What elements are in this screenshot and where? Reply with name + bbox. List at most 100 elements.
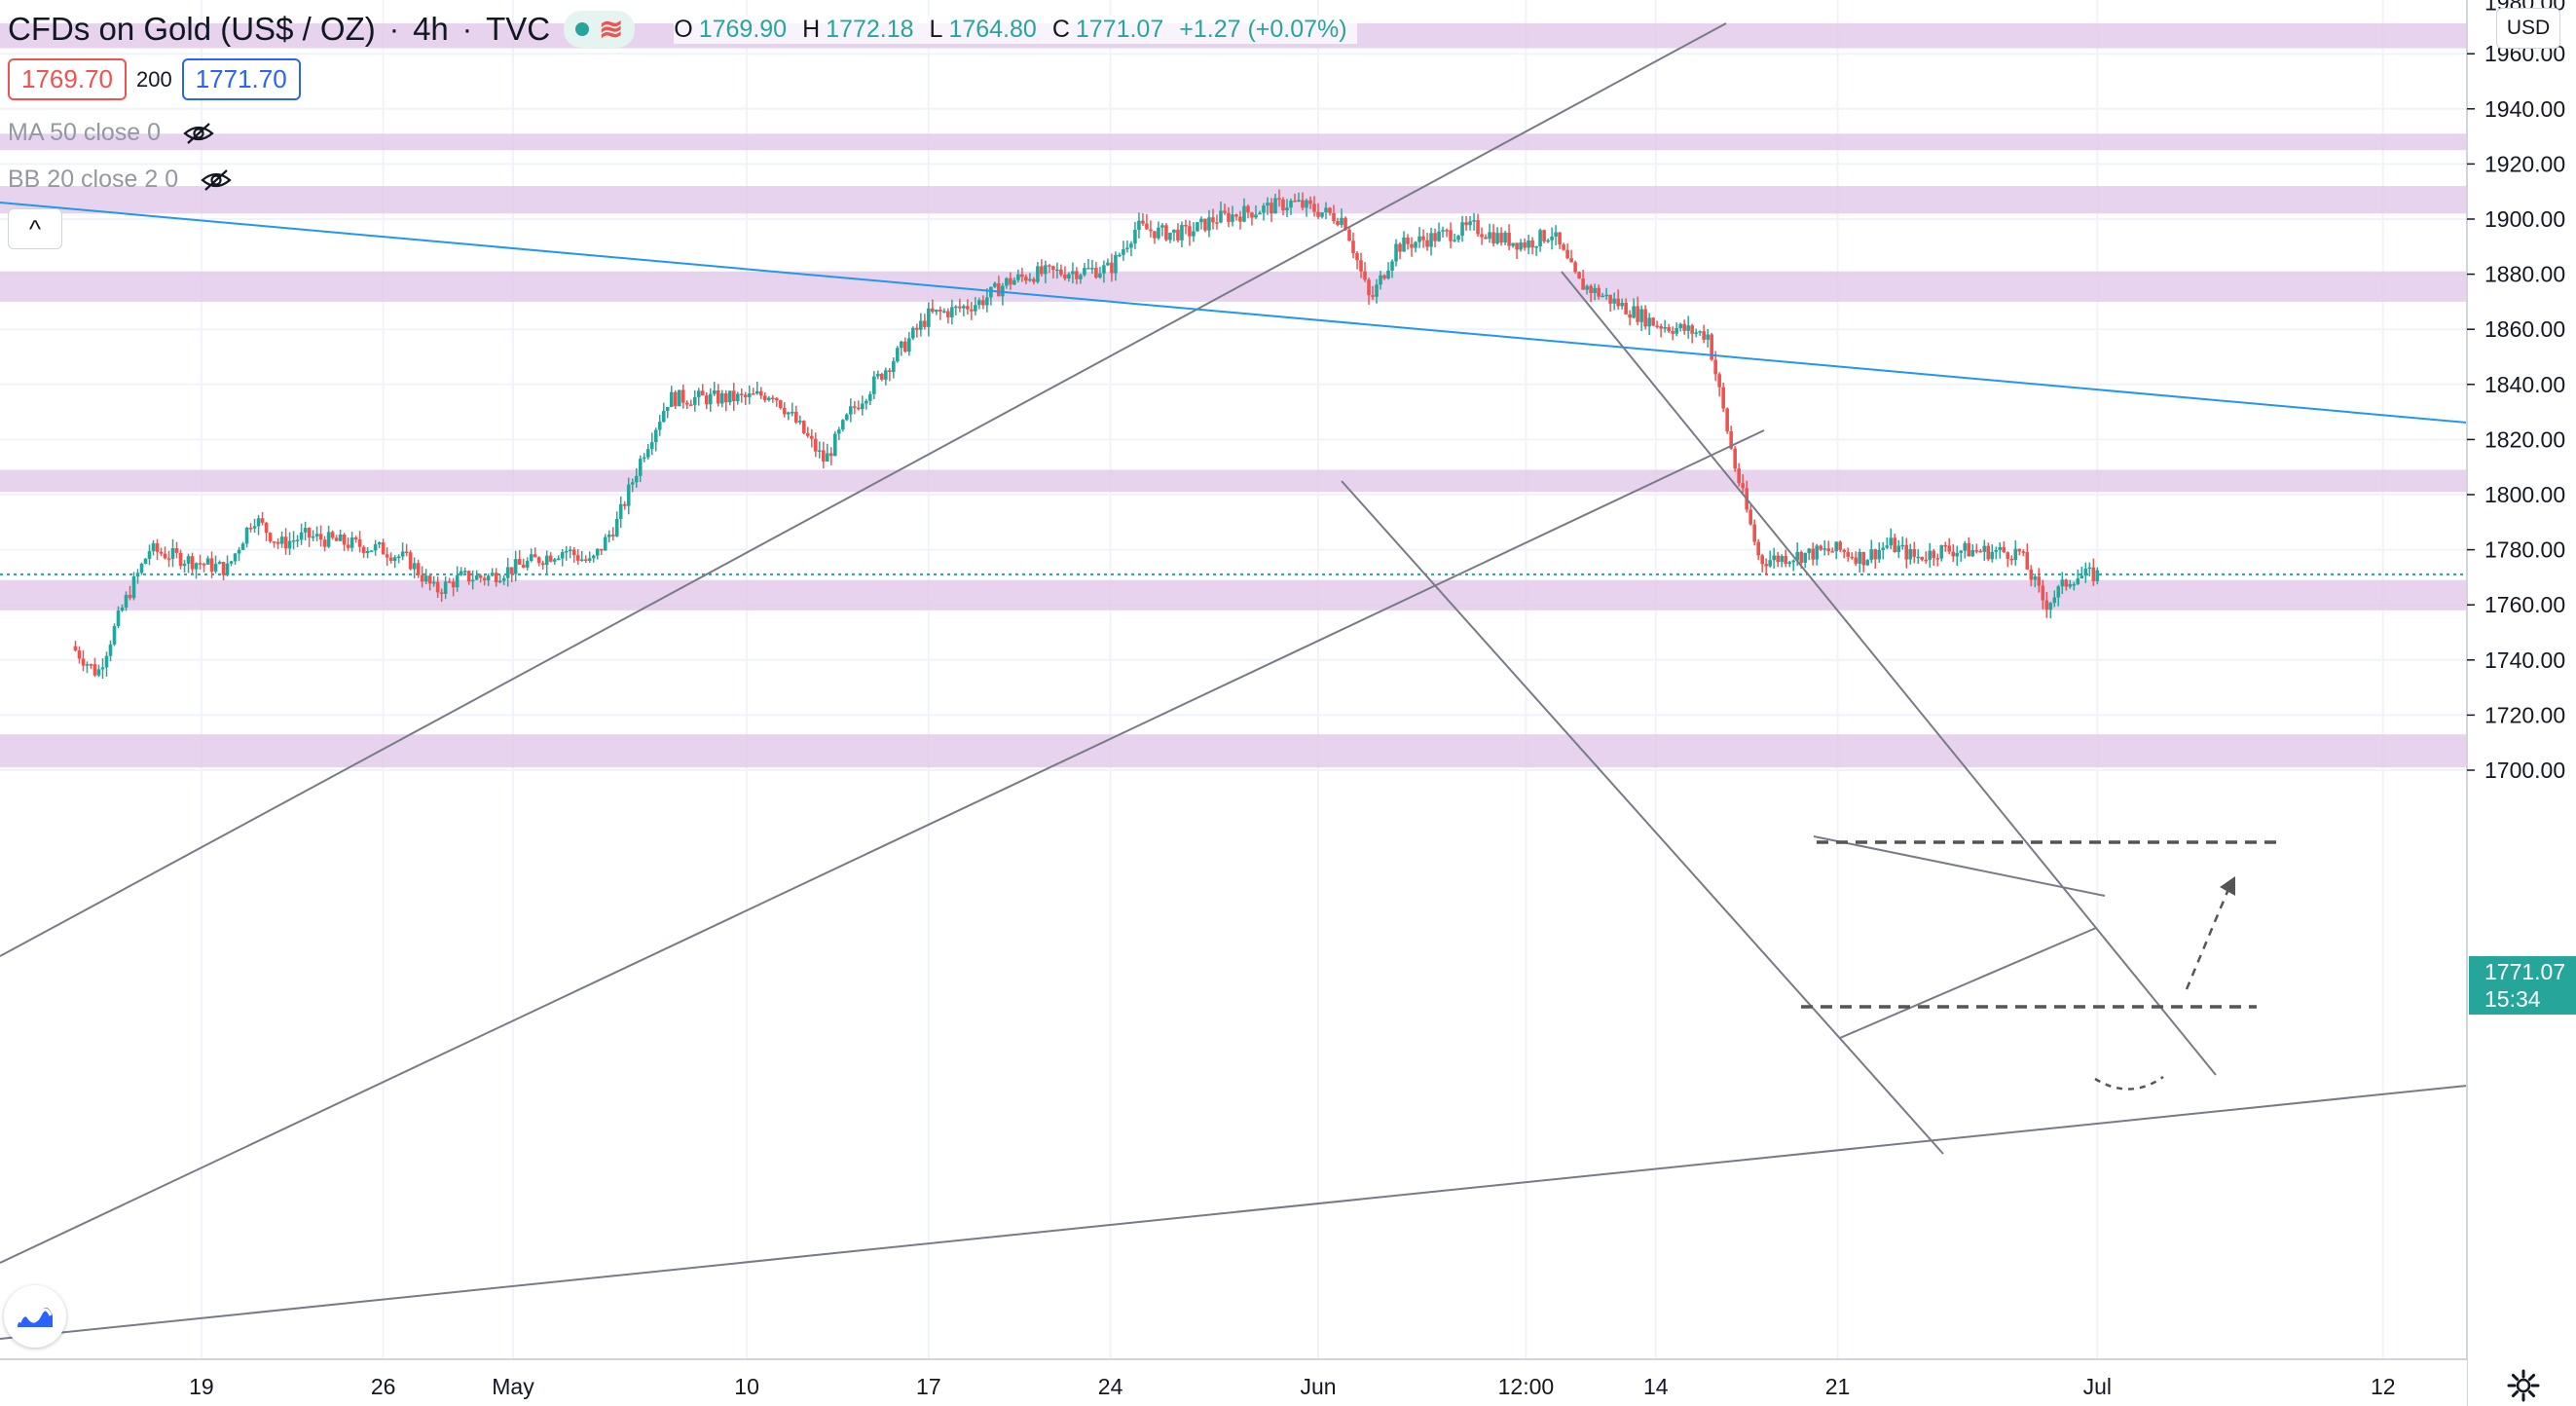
candle[interactable] [1834, 541, 1839, 560]
candle[interactable] [318, 525, 323, 547]
candle[interactable] [1830, 547, 1835, 553]
candle[interactable] [2044, 591, 2049, 618]
candle[interactable] [377, 541, 382, 549]
candle[interactable] [486, 574, 491, 586]
candle[interactable] [1324, 202, 1328, 220]
candle[interactable] [2064, 578, 2069, 591]
candle[interactable] [638, 455, 643, 483]
candle[interactable] [1511, 242, 1515, 248]
candle[interactable] [217, 560, 222, 565]
candle[interactable] [462, 567, 467, 574]
candle[interactable] [198, 554, 202, 570]
candle[interactable] [1495, 227, 1499, 245]
candle[interactable] [92, 657, 97, 678]
candle[interactable] [322, 536, 327, 552]
candle[interactable] [1908, 543, 1913, 565]
candle[interactable] [1655, 320, 1659, 329]
flag-lower-line[interactable] [1839, 927, 2097, 1039]
candle[interactable] [509, 567, 514, 582]
candle[interactable] [1854, 551, 1858, 567]
candle[interactable] [1593, 283, 1597, 301]
candle[interactable] [1118, 252, 1122, 258]
candle[interactable] [2002, 540, 2006, 554]
candle[interactable] [1028, 273, 1032, 282]
candle[interactable] [813, 432, 818, 458]
candle[interactable] [1924, 551, 1929, 564]
candle[interactable] [100, 658, 105, 679]
candle[interactable] [927, 302, 931, 337]
candle[interactable] [151, 539, 156, 556]
candle[interactable] [182, 560, 187, 573]
candle[interactable] [131, 572, 136, 601]
candle[interactable] [1554, 225, 1558, 245]
candle[interactable] [1589, 283, 1593, 303]
candle[interactable] [880, 372, 884, 382]
candle[interactable] [770, 394, 775, 403]
candle[interactable] [1780, 554, 1784, 568]
candle[interactable] [1943, 541, 1948, 552]
candle[interactable] [190, 552, 195, 575]
candle[interactable] [653, 427, 658, 452]
candle[interactable] [1741, 473, 1745, 494]
candle[interactable] [1873, 548, 1878, 569]
candle[interactable] [1861, 551, 1866, 573]
candle[interactable] [494, 568, 498, 587]
price-zone[interactable] [0, 734, 2467, 768]
candle[interactable] [369, 550, 374, 552]
candle[interactable] [1001, 282, 1005, 306]
candle[interactable] [833, 430, 837, 457]
candle[interactable] [256, 514, 261, 536]
candle[interactable] [2021, 549, 2026, 557]
candle[interactable] [1523, 238, 1527, 251]
candle[interactable] [688, 399, 693, 406]
candle[interactable] [892, 357, 896, 379]
candle[interactable] [346, 537, 350, 551]
candle[interactable] [888, 368, 892, 382]
candle[interactable] [466, 570, 471, 585]
candle[interactable] [1394, 239, 1398, 267]
price-zone[interactable] [0, 579, 2467, 610]
candle[interactable] [1172, 229, 1176, 241]
candle[interactable] [1694, 328, 1698, 338]
candle[interactable] [1242, 198, 1246, 223]
candle[interactable] [385, 547, 389, 567]
candle[interactable] [1453, 233, 1456, 242]
candle[interactable] [841, 419, 845, 432]
candle[interactable] [1947, 537, 1952, 555]
candle[interactable] [657, 415, 662, 436]
candle[interactable] [229, 560, 234, 567]
candle[interactable] [252, 518, 257, 534]
candle[interactable] [108, 640, 113, 662]
candle[interactable] [1710, 332, 1713, 361]
candle[interactable] [400, 542, 405, 561]
candle[interactable] [1464, 215, 1468, 231]
candle[interactable] [2025, 543, 2030, 571]
candle[interactable] [373, 539, 378, 556]
candle[interactable] [766, 395, 771, 402]
candle[interactable] [911, 326, 915, 341]
candle[interactable] [868, 390, 872, 405]
candle[interactable] [1472, 212, 1476, 231]
candle[interactable] [1250, 211, 1254, 226]
candle[interactable] [1402, 231, 1406, 252]
candle[interactable] [1110, 253, 1114, 282]
candle[interactable] [1048, 264, 1051, 274]
candle[interactable] [661, 402, 666, 424]
candle[interactable] [1558, 232, 1562, 249]
candle[interactable] [1643, 305, 1647, 330]
candle[interactable] [1270, 198, 1273, 223]
candle[interactable] [1608, 294, 1612, 313]
candle[interactable] [1382, 274, 1386, 280]
candle[interactable] [1398, 241, 1402, 260]
ascending-channel-lower-line[interactable] [0, 429, 1765, 1264]
market-status-badge[interactable]: ≋ [564, 11, 636, 48]
candle[interactable] [459, 567, 463, 576]
candle[interactable] [665, 406, 670, 419]
candle[interactable] [209, 551, 214, 578]
candle[interactable] [307, 527, 312, 547]
candle[interactable] [1527, 234, 1530, 255]
candle[interactable] [1371, 285, 1375, 301]
candle[interactable] [1748, 504, 1752, 526]
candle[interactable] [981, 295, 985, 310]
